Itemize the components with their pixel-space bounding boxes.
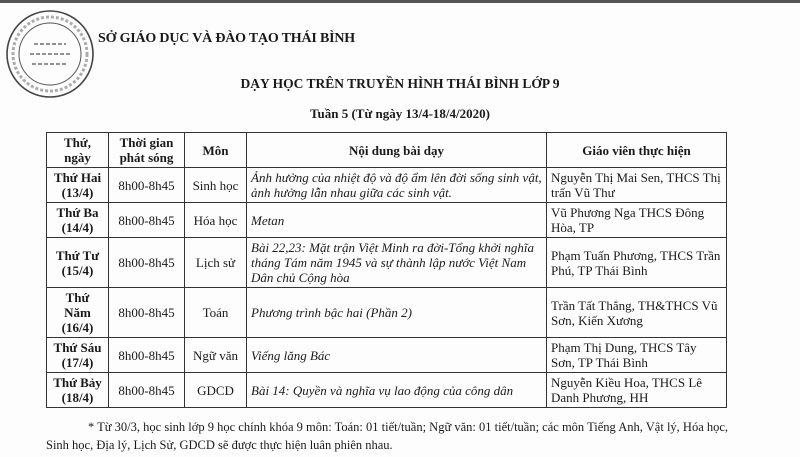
table-header-row: Thứ, ngày Thời gian phát sóng Môn Nội du… <box>46 132 727 168</box>
table-row: Thứ Ba (14/4) 8h00-8h45 Hóa học Metan Vũ Phư… <box>46 202 727 238</box>
schedule-table: Thứ, ngày Thời gian phát sóng Môn Nội du… <box>46 132 727 408</box>
day-cell: Thứ Sáu (17/4) <box>46 337 109 373</box>
subject-cell: Lịch sử <box>184 237 247 288</box>
time-cell: 8h00-8h45 <box>108 202 185 238</box>
organization-name: SỞ GIÁO DỤC VÀ ĐÀO TẠO THÁI BÌNH <box>98 31 355 46</box>
subject-cell: Toán <box>184 287 247 338</box>
column-header-time: Thời gian phát sóng <box>108 132 185 168</box>
content-cell: Bài 14: Quyền và nghĩa vụ lao động của c… <box>246 372 547 408</box>
document-title: DẠY HỌC TRÊN TRUYỀN HÌNH THÁI BÌNH LỚP 9 <box>240 76 560 91</box>
teacher-cell: Phạm Tuấn Phương, THCS Trần Phú, TP Thái… <box>546 237 727 288</box>
table-row: Thứ Bảy (18/4) 8h00-8h45 GDCD Bài 14: Quyền… <box>46 372 727 408</box>
teacher-cell: Nguyễn Thị Mai Sen, THCS Thị trấn Vũ Thư <box>546 167 727 203</box>
subject-cell: Hóa học <box>184 202 247 238</box>
content-cell: Ảnh hưởng của nhiệt độ và độ ẩm lên đời … <box>246 167 547 203</box>
time-cell: 8h00-8h45 <box>108 167 185 203</box>
top-border <box>0 0 800 3</box>
day-cell: Thứ Ba (14/4) <box>46 202 109 238</box>
table-row: Thứ Tư (15/4) 8h00-8h45 Lịch sử Bài 22,23: … <box>46 237 727 288</box>
table-row: Thứ Năm (16/4) 8h00-8h45 Toán Phương trình … <box>46 287 727 338</box>
document-subtitle: Tuần 5 (Từ ngày 13/4-18/4/2020) <box>310 106 490 121</box>
teacher-cell: Phạm Thị Dung, THCS Tây Sơn, TP Thái Bìn… <box>546 337 727 373</box>
day-cell: Thứ Bảy (18/4) <box>46 372 109 408</box>
content-cell: Metan <box>246 202 547 238</box>
subject-cell: Ngữ văn <box>184 337 247 373</box>
subject-cell: Sinh học <box>184 167 247 203</box>
footnote: * Từ 30/3, học sinh lớp 9 học chính khóa… <box>46 420 729 452</box>
content-cell: Viếng lăng Bác <box>246 337 547 373</box>
time-cell: 8h00-8h45 <box>108 372 185 408</box>
table-row: Thứ Sáu (17/4) 8h00-8h45 Ngữ văn Viếng lăng… <box>46 337 727 373</box>
time-cell: 8h00-8h45 <box>108 237 185 288</box>
column-header-day: Thứ, ngày <box>46 132 109 168</box>
column-header-subject: Môn <box>184 132 247 168</box>
time-cell: 8h00-8h45 <box>108 287 185 338</box>
teacher-cell: Vũ Phương Nga THCS Đông Hòa, TP <box>546 202 727 238</box>
day-cell: Thứ Tư (15/4) <box>46 237 109 288</box>
teacher-cell: Trần Tất Thắng, TH&THCS Vũ Sơn, Kiến Xươ… <box>546 287 727 338</box>
content-cell: Phương trình bậc hai (Phần 2) <box>246 287 547 338</box>
column-header-content: Nội dung bài dạy <box>246 132 547 168</box>
column-header-teacher: Giáo viên thực hiện <box>546 132 727 168</box>
table-row: Thứ Hai (13/4) 8h00-8h45 Sinh học Ảnh hưởng… <box>46 167 727 203</box>
subject-cell: GDCD <box>184 372 247 408</box>
day-cell: Thứ Hai (13/4) <box>46 167 109 203</box>
official-seal-stamp <box>6 10 94 98</box>
teacher-cell: Nguyễn Kiều Hoa, THCS Lê Danh Phương, HH <box>546 372 727 408</box>
day-cell: Thứ Năm (16/4) <box>46 287 109 338</box>
time-cell: 8h00-8h45 <box>108 337 185 373</box>
content-cell: Bài 22,23: Mặt trận Việt Minh ra đời-Tổn… <box>246 237 547 288</box>
document-body: Thứ, ngày Thời gian phát sóng Môn Nội du… <box>46 132 746 454</box>
